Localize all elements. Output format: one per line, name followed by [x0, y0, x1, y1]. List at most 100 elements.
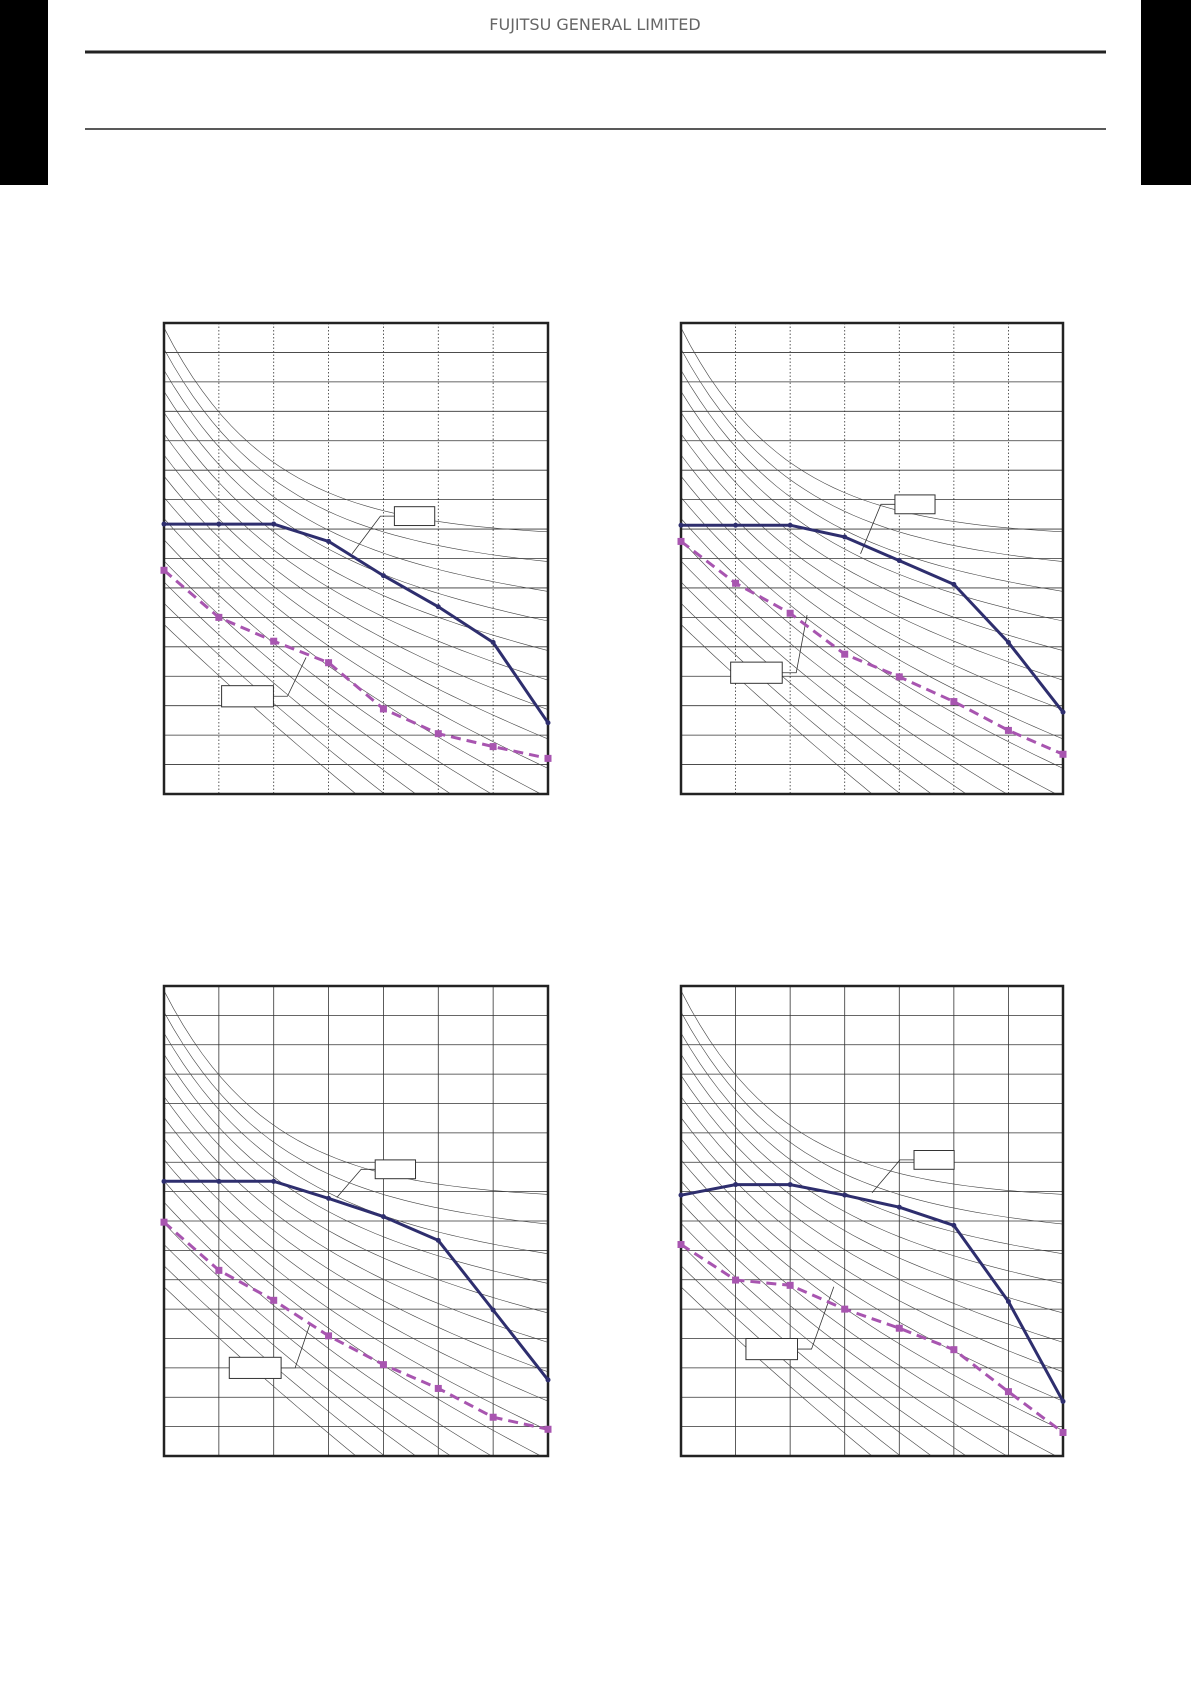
- reference-curve: [164, 1096, 548, 1343]
- reference-curve: [164, 348, 548, 562]
- reference-curve: [164, 1159, 548, 1431]
- point: [271, 521, 277, 527]
- series-line: [163, 569, 549, 760]
- reference-curve: [164, 1075, 548, 1314]
- reference-curve: [681, 1201, 1008, 1456]
- point: [678, 1192, 684, 1198]
- point: [270, 637, 278, 645]
- reference-curve: [164, 412, 548, 651]
- plot-frame: [679, 321, 1065, 796]
- point: [325, 659, 333, 667]
- reference-curve: [681, 475, 1063, 740]
- reference-curves: [164, 327, 548, 794]
- chart: [160, 321, 552, 796]
- reference-curve: [164, 391, 548, 622]
- point: [950, 698, 958, 706]
- reference-curve: [681, 1244, 933, 1456]
- point: [326, 538, 332, 544]
- reference-curve: [164, 560, 452, 794]
- callout-leader: [860, 503, 895, 554]
- reference-curve: [164, 433, 548, 681]
- reference-curve: [164, 518, 542, 794]
- reference-curve: [681, 1032, 1063, 1255]
- point: [379, 1361, 387, 1369]
- reference-curve: [681, 539, 1008, 794]
- reference-curve: [681, 1011, 1063, 1225]
- callout-box: [221, 685, 274, 708]
- point: [379, 705, 387, 713]
- point: [841, 650, 849, 658]
- point: [1059, 1429, 1067, 1436]
- reference-curve: [681, 1054, 1063, 1284]
- point: [1059, 750, 1067, 758]
- point: [895, 1324, 903, 1332]
- point: [434, 1384, 442, 1392]
- point: [216, 1178, 222, 1184]
- reference-curve: [681, 602, 901, 794]
- reference-curve: [681, 1223, 967, 1456]
- point: [786, 609, 794, 617]
- reference-curve: [164, 475, 548, 740]
- point: [1005, 1298, 1011, 1304]
- point: [545, 1377, 551, 1383]
- series-line: [164, 1179, 550, 1381]
- reference-curve: [681, 327, 1063, 533]
- reference-curves: [681, 990, 1063, 1456]
- point: [544, 1425, 552, 1433]
- reference-curve: [164, 1223, 452, 1456]
- point: [896, 1204, 902, 1210]
- reference-curve: [164, 1011, 548, 1225]
- reference-curve: [681, 518, 1057, 794]
- callout-box: [374, 1159, 417, 1180]
- series-line: [680, 540, 1064, 756]
- point: [216, 521, 222, 527]
- reference-curve: [164, 539, 493, 794]
- chart: [677, 984, 1067, 1458]
- point: [435, 1237, 441, 1243]
- point: [434, 730, 442, 738]
- reference-curve: [681, 454, 1063, 710]
- reference-curve: [164, 1244, 417, 1456]
- reference-curve: [164, 1201, 493, 1456]
- callout-leader: [336, 1168, 376, 1198]
- point: [1060, 709, 1066, 715]
- reference-curves: [681, 327, 1063, 794]
- reference-curve: [681, 1180, 1057, 1456]
- point: [160, 1218, 168, 1226]
- reference-curve: [681, 1265, 901, 1456]
- chart: [677, 321, 1067, 796]
- reference-curve: [681, 1075, 1063, 1314]
- side-tab: [1141, 0, 1191, 185]
- series-line: [164, 522, 550, 724]
- point: [271, 1178, 277, 1184]
- reference-curve: [164, 602, 386, 794]
- point: [489, 1413, 497, 1421]
- point: [325, 1332, 333, 1340]
- callout-box: [913, 1150, 955, 1170]
- point: [326, 1195, 332, 1201]
- reference-curve: [164, 990, 548, 1195]
- point: [786, 1281, 794, 1289]
- point: [1005, 639, 1011, 645]
- reference-curve: [164, 454, 548, 710]
- reference-curve: [164, 1032, 548, 1255]
- point: [215, 613, 223, 621]
- point: [435, 604, 441, 610]
- reference-curves: [164, 990, 548, 1456]
- point: [895, 673, 903, 681]
- point: [215, 1266, 223, 1274]
- point: [842, 534, 848, 540]
- reference-curve: [681, 1096, 1063, 1343]
- point: [842, 1192, 848, 1198]
- point: [733, 522, 739, 528]
- reference-curve: [681, 412, 1063, 651]
- reference-curve: [164, 369, 548, 592]
- point: [951, 581, 957, 587]
- reference-curve: [681, 990, 1063, 1195]
- reference-curve: [164, 327, 548, 533]
- reference-curve: [164, 497, 548, 769]
- reference-curve: [681, 1138, 1063, 1402]
- point: [1004, 1388, 1012, 1396]
- point: [841, 1305, 849, 1313]
